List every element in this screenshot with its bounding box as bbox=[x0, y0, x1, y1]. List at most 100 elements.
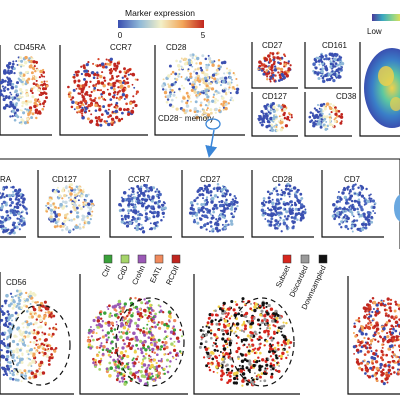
cell-point bbox=[179, 328, 182, 332]
cell-point bbox=[42, 347, 46, 351]
cell-point bbox=[291, 220, 294, 223]
cell-point bbox=[113, 304, 118, 308]
cell-point bbox=[144, 313, 147, 317]
cell-point bbox=[287, 214, 290, 218]
cell-point bbox=[129, 73, 132, 76]
cell-point bbox=[319, 103, 324, 108]
cell-point bbox=[230, 205, 234, 209]
cell-point bbox=[258, 119, 261, 122]
cell-point bbox=[40, 315, 43, 319]
cell-point bbox=[209, 108, 213, 112]
cell-point bbox=[20, 223, 24, 227]
cell-point bbox=[221, 307, 224, 310]
cell-point bbox=[250, 302, 252, 305]
cell-point bbox=[209, 225, 213, 228]
cell-point bbox=[229, 92, 232, 94]
cell-point bbox=[10, 313, 14, 318]
cell-point bbox=[159, 377, 162, 380]
cell-point bbox=[385, 321, 389, 325]
cell-point bbox=[279, 106, 283, 109]
cell-point bbox=[318, 121, 322, 125]
cell-point bbox=[205, 207, 209, 211]
cell-point bbox=[216, 189, 219, 193]
cell-point bbox=[267, 196, 271, 200]
cell-point bbox=[216, 361, 220, 365]
cell-point bbox=[279, 222, 282, 225]
cell-point bbox=[160, 206, 165, 210]
cell-point bbox=[139, 339, 143, 343]
cell-point bbox=[30, 365, 33, 367]
cell-point bbox=[1, 78, 4, 82]
cell-point bbox=[212, 187, 216, 191]
cell-point bbox=[15, 372, 19, 376]
cell-point bbox=[364, 226, 368, 230]
cell-point bbox=[92, 338, 95, 342]
cell-point bbox=[384, 314, 387, 317]
cell-point bbox=[214, 318, 217, 322]
cell-point bbox=[118, 331, 121, 334]
cell-point bbox=[204, 57, 208, 61]
cell-point bbox=[115, 378, 119, 382]
cell-point bbox=[147, 314, 151, 318]
cell-point bbox=[35, 313, 38, 316]
cell-point bbox=[34, 76, 38, 80]
cell-point bbox=[104, 99, 107, 101]
cell-point bbox=[321, 76, 325, 80]
cell-point bbox=[205, 63, 208, 66]
cell-point bbox=[161, 211, 165, 215]
cell-point bbox=[131, 199, 134, 203]
cell-point bbox=[276, 192, 280, 196]
cell-point bbox=[191, 80, 195, 84]
cell-point bbox=[62, 187, 65, 190]
cell-point bbox=[241, 365, 244, 368]
cell-point bbox=[217, 72, 220, 76]
cell-point bbox=[269, 108, 273, 112]
cell-point bbox=[126, 328, 130, 331]
cell-point bbox=[374, 212, 376, 215]
cell-point bbox=[105, 111, 110, 115]
cell-point bbox=[385, 371, 388, 374]
cell-point bbox=[367, 322, 370, 325]
cell-point bbox=[157, 364, 161, 368]
cell-point bbox=[283, 61, 286, 64]
cell-point bbox=[276, 329, 280, 333]
cell-point bbox=[206, 104, 209, 107]
cell-point bbox=[123, 222, 127, 225]
cell-point bbox=[125, 71, 128, 75]
cell-point bbox=[369, 193, 372, 196]
cell-point bbox=[131, 72, 135, 77]
cell-point bbox=[82, 188, 85, 191]
cell-point bbox=[97, 360, 102, 364]
cell-point bbox=[178, 87, 181, 91]
cell-point bbox=[12, 221, 15, 224]
cell-point bbox=[132, 95, 135, 98]
cell-point bbox=[117, 374, 120, 377]
cell-point bbox=[113, 369, 116, 372]
cell-point bbox=[73, 108, 76, 111]
cell-point bbox=[389, 302, 393, 306]
cell-point bbox=[287, 227, 290, 230]
cell-point bbox=[205, 228, 208, 231]
cell-point bbox=[155, 214, 160, 218]
cell-point bbox=[172, 93, 176, 97]
cell-point bbox=[286, 340, 289, 344]
cell-point bbox=[152, 222, 156, 225]
cell-point bbox=[175, 59, 178, 63]
cell-point bbox=[163, 202, 166, 205]
cell-point bbox=[8, 361, 12, 365]
cell-point bbox=[233, 376, 237, 381]
cell-point bbox=[370, 350, 373, 353]
cell-point bbox=[175, 77, 179, 82]
cell-point bbox=[353, 199, 357, 203]
cell-point bbox=[207, 102, 211, 106]
cell-point bbox=[157, 321, 160, 324]
cell-point bbox=[47, 363, 51, 366]
cell-point bbox=[225, 93, 228, 96]
cell-point bbox=[243, 327, 247, 331]
cell-point bbox=[335, 109, 339, 113]
cell-point bbox=[236, 336, 240, 339]
cell-point bbox=[201, 108, 204, 111]
cell-point bbox=[156, 221, 159, 224]
cell-point bbox=[6, 360, 10, 364]
cell-point bbox=[312, 62, 316, 66]
